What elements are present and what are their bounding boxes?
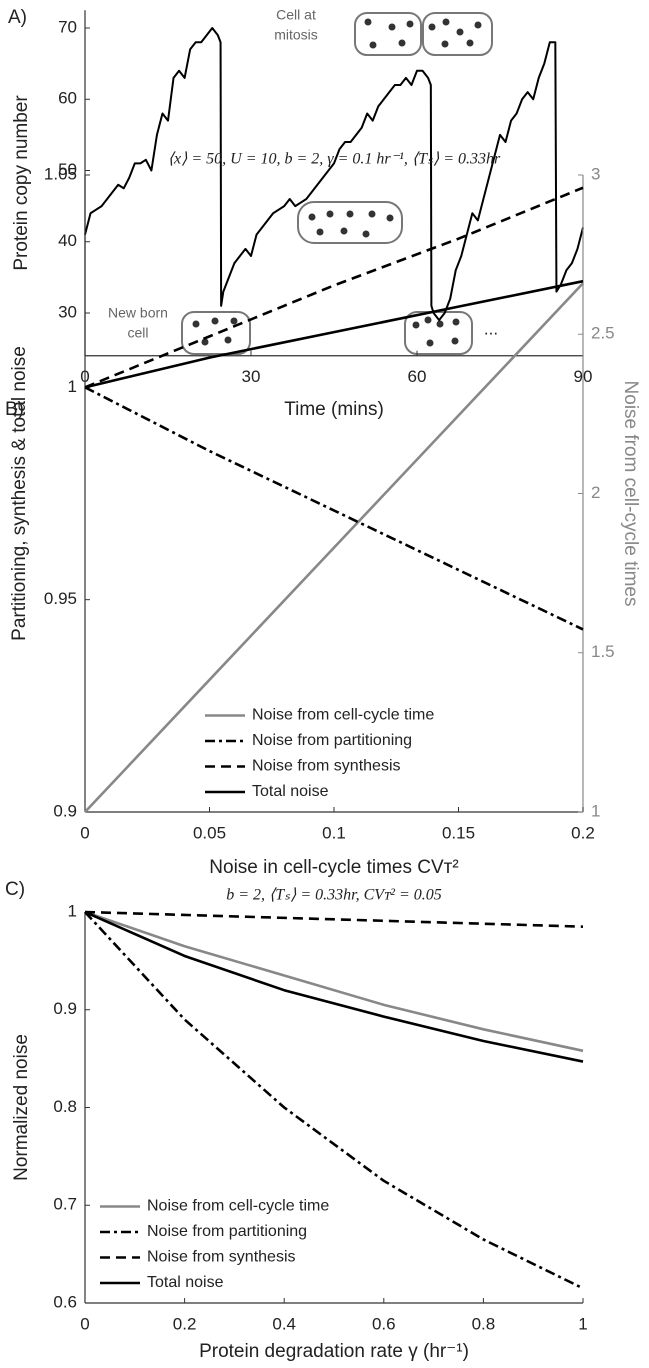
x-tick-label: 0 xyxy=(80,823,89,842)
data-line xyxy=(84,279,584,389)
x-tick-label: 60 xyxy=(408,367,427,386)
y-tick-label: 30 xyxy=(58,302,77,321)
cell-icons xyxy=(181,12,493,355)
data-line xyxy=(84,910,584,928)
y-axis-label: Partitioning, synthesis & total noise xyxy=(9,346,30,641)
y-tick-label: 1 xyxy=(68,377,77,396)
annotation: Cell at xyxy=(276,7,316,23)
y-tick-label: 70 xyxy=(58,17,77,36)
y2-tick-label: 1 xyxy=(591,801,600,820)
legend-label: Noise from synthesis xyxy=(147,1249,296,1266)
annotation: New born xyxy=(108,305,168,321)
y2-tick-label: 3 xyxy=(591,164,600,183)
y-tick-label: 0.9 xyxy=(53,801,77,820)
legend-label: Noise from partitioning xyxy=(147,1223,307,1240)
cell-icon xyxy=(297,201,403,244)
x-tick-label: 1 xyxy=(578,1314,587,1333)
annotation: cell xyxy=(127,325,148,341)
data-line xyxy=(84,910,584,1063)
data-line xyxy=(84,186,584,389)
y-tick-label: 0.6 xyxy=(53,1292,77,1311)
y-tick-label: 1.05 xyxy=(44,164,77,183)
x-tick-label: 0.05 xyxy=(193,823,226,842)
legend-label: Total noise xyxy=(147,1274,224,1291)
chart-title: ⟨x⟩ = 50, U = 10, b = 2, γ = 0.1 hr⁻¹, ⟨… xyxy=(168,151,501,168)
panel-label: A) xyxy=(8,7,27,28)
y-tick-label: 40 xyxy=(58,231,77,250)
x-axis-label: Time (mins) xyxy=(284,399,384,420)
y2-axis-label: Noise from cell-cycle times xyxy=(620,381,641,607)
legend-label: Total noise xyxy=(252,783,329,800)
x-tick-label: 0.1 xyxy=(322,823,346,842)
legend-label: Noise from cell-cycle time xyxy=(147,1198,329,1215)
y2-tick-label: 2.5 xyxy=(591,324,615,343)
x-tick-label: 0.4 xyxy=(272,1314,296,1333)
y-tick-label: 0.8 xyxy=(53,1097,77,1116)
x-tick-label: 0.15 xyxy=(442,823,475,842)
y-tick-label: 60 xyxy=(58,89,77,108)
annotation: mitosis xyxy=(274,27,318,43)
chart-title: b = 2, ⟨Tₛ⟩ = 0.33hr, CVᴛ² = 0.05 xyxy=(226,887,442,904)
y-axis-label: Protein copy number xyxy=(11,95,32,271)
legend-label: Noise from cell-cycle time xyxy=(252,707,434,724)
annotation: ... xyxy=(484,319,498,338)
data-line xyxy=(84,386,584,631)
y2-tick-label: 2 xyxy=(591,483,600,502)
y-tick-label: 0.9 xyxy=(53,999,77,1018)
legend-label: Noise from partitioning xyxy=(252,732,412,749)
legend-label: Noise from synthesis xyxy=(252,758,401,775)
data-line xyxy=(84,27,584,322)
x-axis-label: Noise in cell-cycle times CVᴛ² xyxy=(209,857,458,878)
x-tick-label: 0.2 xyxy=(571,823,595,842)
data-line xyxy=(84,282,584,813)
x-axis-label: Protein degradation rate γ (hr⁻¹) xyxy=(199,1341,469,1362)
x-tick-label: 30 xyxy=(242,367,261,386)
y-tick-label: 1 xyxy=(68,901,77,920)
y2-tick-label: 1.5 xyxy=(591,642,615,661)
x-tick-label: 0.8 xyxy=(472,1314,496,1333)
x-tick-label: 0.6 xyxy=(372,1314,396,1333)
x-tick-label: 0 xyxy=(80,1314,89,1333)
panel-label: C) xyxy=(5,879,25,900)
x-tick-label: 0.2 xyxy=(173,1314,197,1333)
y-tick-label: 0.95 xyxy=(44,589,77,608)
cell-icon xyxy=(354,12,422,56)
y-tick-label: 50 xyxy=(58,160,77,179)
panel-label: B) xyxy=(5,399,24,420)
y-tick-label: 0.7 xyxy=(53,1195,77,1214)
data-line xyxy=(84,911,584,1290)
data-line xyxy=(84,910,584,1053)
y-axis-label: Normalized noise xyxy=(11,1034,32,1181)
